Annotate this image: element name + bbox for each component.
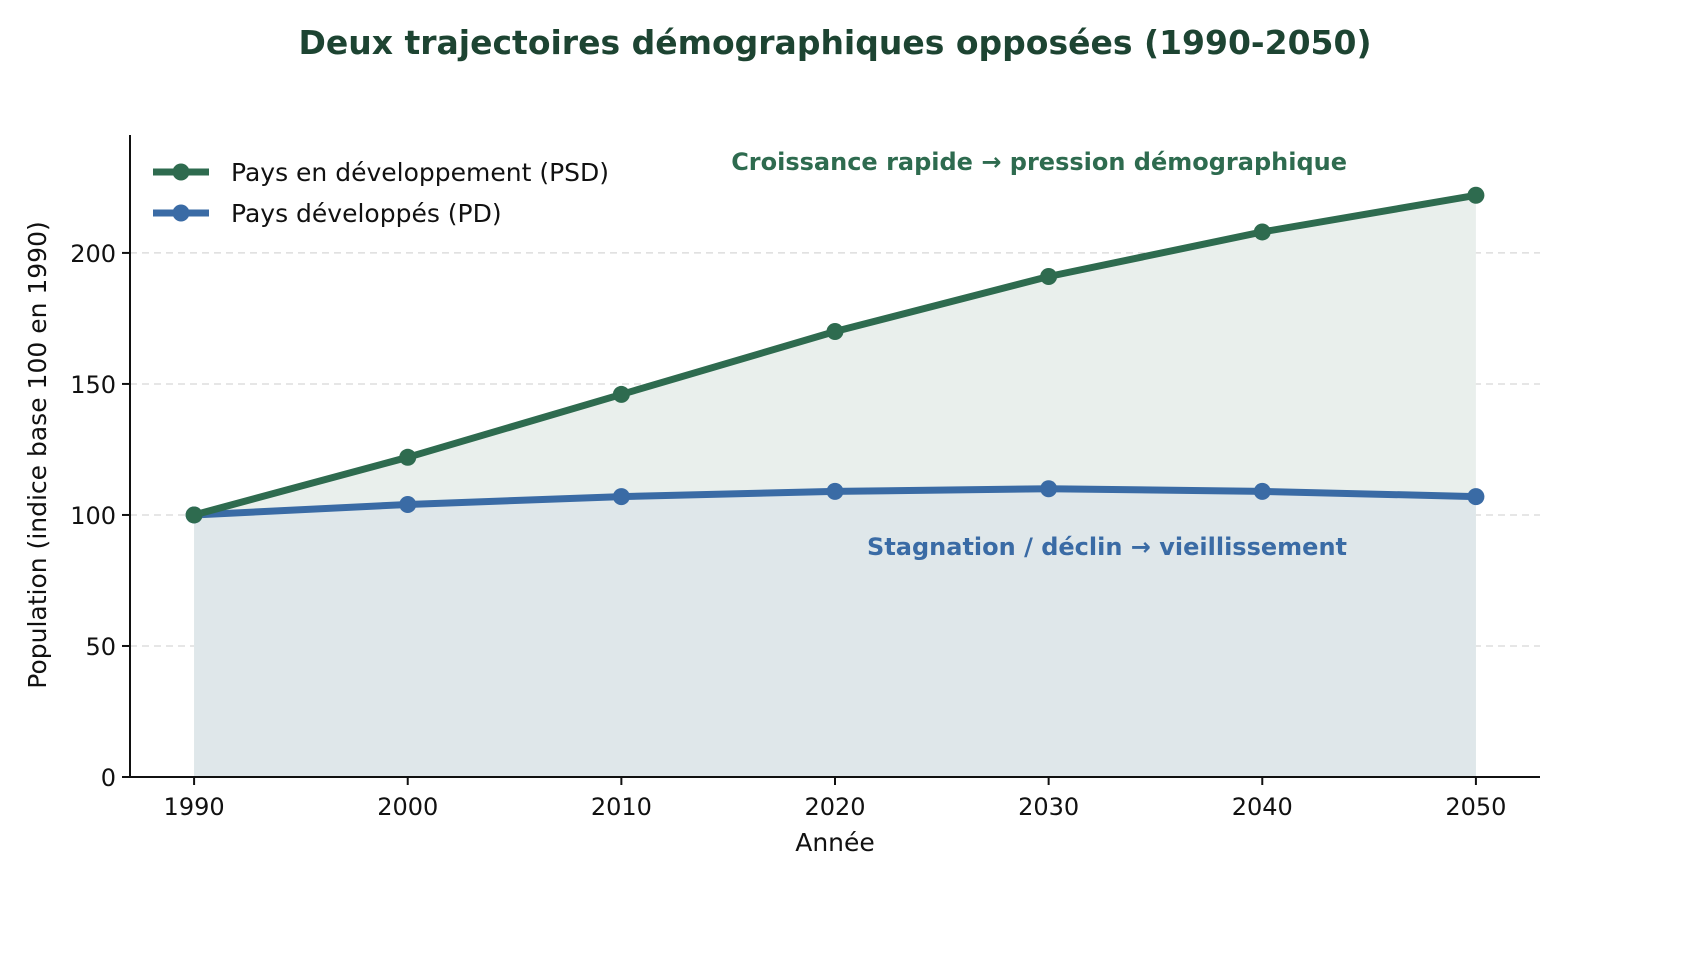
series-points	[185, 186, 1485, 524]
point-pays-developpes-pd-2010	[612, 488, 630, 506]
legend-marker-pays-en-developpement-psd	[172, 163, 190, 181]
y-tick-label-50: 50	[85, 633, 116, 661]
x-tick-label-2040: 2040	[1232, 793, 1293, 821]
y-axis-ticks: 0 50 100 150 200	[70, 240, 130, 792]
x-tick-label-1990: 1990	[164, 793, 225, 821]
legend: Pays en développement (PSD) Pays développ…	[153, 158, 609, 228]
y-tick-label-0: 0	[101, 764, 116, 792]
point-pays-developpes-pd-2020	[826, 482, 844, 500]
point-pays-en-developpement-psd-2020	[826, 323, 844, 341]
annotation-stagnation: Stagnation / déclin → vieillissement	[867, 533, 1347, 561]
x-axis-label: Année	[795, 828, 875, 857]
legend-item-pays-en-developpement-psd: Pays en développement (PSD)	[153, 158, 609, 187]
point-pays-developpes-pd-2040	[1253, 482, 1271, 500]
annotation-growth: Croissance rapide → pression démographiq…	[731, 148, 1347, 176]
legend-marker-pays-developpes-pd	[172, 204, 190, 222]
y-tick-label-200: 200	[70, 240, 116, 268]
point-pays-developpes-pd-2000	[399, 495, 417, 513]
point-pays-developpes-pd-2050	[1467, 488, 1485, 506]
y-tick-label-150: 150	[70, 371, 116, 399]
area-fill-pays-developpes-pd	[194, 488, 1476, 777]
legend-item-pays-developpes-pd: Pays développés (PD)	[153, 199, 502, 228]
point-pays-en-developpement-psd-1990	[185, 506, 203, 524]
point-pays-en-developpement-psd-2050	[1467, 186, 1485, 204]
point-pays-en-developpement-psd-2010	[612, 385, 630, 403]
x-tick-label-2000: 2000	[377, 793, 438, 821]
point-pays-en-developpement-psd-2040	[1253, 223, 1271, 241]
y-tick-label-100: 100	[70, 502, 116, 530]
point-pays-en-developpement-psd-2030	[1040, 268, 1058, 286]
legend-label-pays-developpes-pd: Pays développés (PD)	[231, 199, 502, 228]
x-tick-label-2020: 2020	[804, 793, 865, 821]
x-tick-label-2010: 2010	[591, 793, 652, 821]
chart-title: Deux trajectoires démographiques opposée…	[298, 23, 1371, 62]
point-pays-en-developpement-psd-2000	[399, 448, 417, 466]
legend-label-pays-en-developpement-psd: Pays en développement (PSD)	[231, 158, 609, 187]
y-axis-label: Population (indice base 100 en 1990)	[23, 221, 52, 688]
x-tick-label-2050: 2050	[1445, 793, 1506, 821]
x-tick-label-2030: 2030	[1018, 793, 1079, 821]
x-axis-ticks: 1990 2000 2010 2020 2030 2040 2050	[164, 777, 1506, 821]
point-pays-developpes-pd-2030	[1040, 480, 1058, 498]
